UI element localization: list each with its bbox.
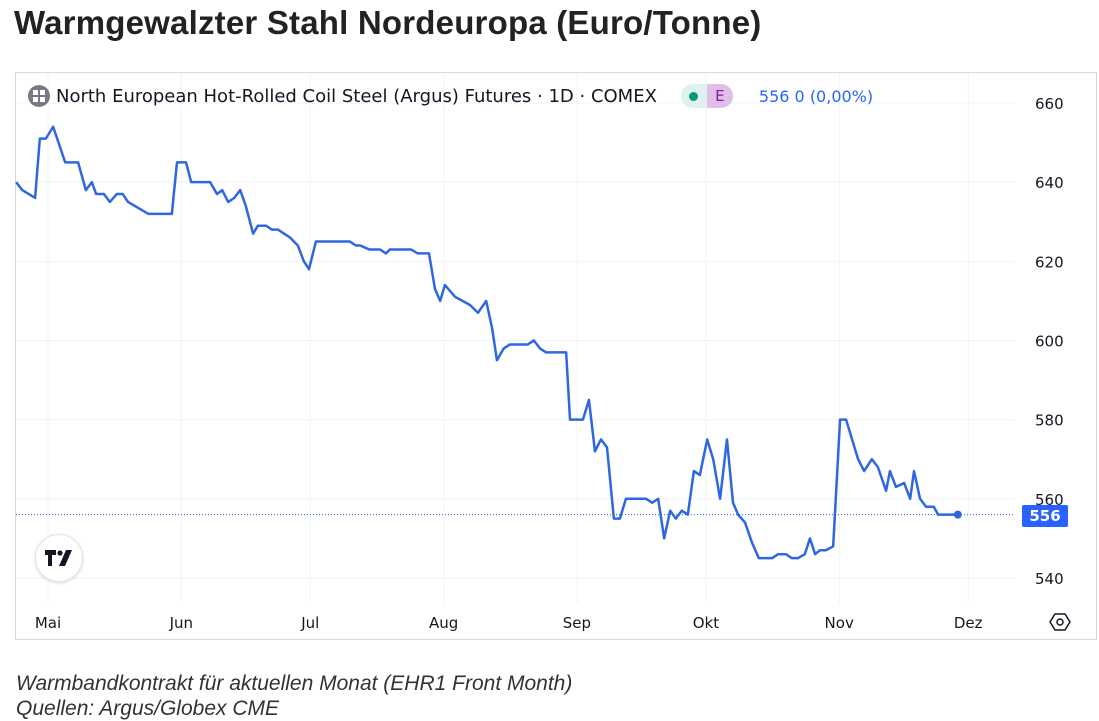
y-tick-label: 540: [1035, 570, 1064, 588]
y-tick-label: 580: [1035, 412, 1064, 430]
symbol-icon[interactable]: [28, 85, 50, 107]
footnote-sources: Quellen: Argus/Globex CME: [16, 697, 280, 720]
quote-value: 556 0 (0,00%): [758, 86, 874, 106]
x-tick-label: Aug: [429, 614, 458, 632]
y-tick-label: 560: [1035, 491, 1064, 509]
last-price-label: 556: [1022, 505, 1068, 527]
symbol-name[interactable]: North European Hot-Rolled Coil Steel (Ar…: [56, 85, 657, 107]
x-tick-label: Jun: [169, 614, 193, 632]
price-series-line: [15, 125, 958, 560]
exchange-badge: E: [706, 84, 733, 108]
y-tick-label: 620: [1035, 253, 1064, 271]
x-tick-label: Nov: [825, 614, 854, 632]
x-tick-label: Dez: [954, 614, 983, 632]
market-open-dot-icon: [680, 84, 707, 108]
x-tick-label: Jul: [300, 614, 319, 632]
y-tick-label: 660: [1035, 95, 1064, 113]
footnote-contract: Warmbandkontrakt für aktuellen Monat (EH…: [16, 672, 573, 695]
page-title: Warmgewalzter Stahl Nordeuropa (Euro/Ton…: [14, 4, 762, 41]
x-tick-label: Okt: [693, 614, 719, 632]
x-tick-label: Mai: [35, 614, 61, 632]
y-tick-label: 600: [1035, 332, 1064, 350]
x-tick-label: Sep: [563, 614, 591, 632]
chart-frame[interactable]: [15, 72, 1097, 640]
market-status-pill[interactable]: E: [680, 84, 733, 108]
tradingview-logo-icon[interactable]: [35, 534, 83, 582]
chart-legend: North European Hot-Rolled Coil Steel (Ar…: [28, 84, 873, 108]
y-tick-label: 640: [1035, 174, 1064, 192]
settings-icon[interactable]: [1049, 611, 1071, 633]
last-point-marker: [953, 510, 962, 519]
